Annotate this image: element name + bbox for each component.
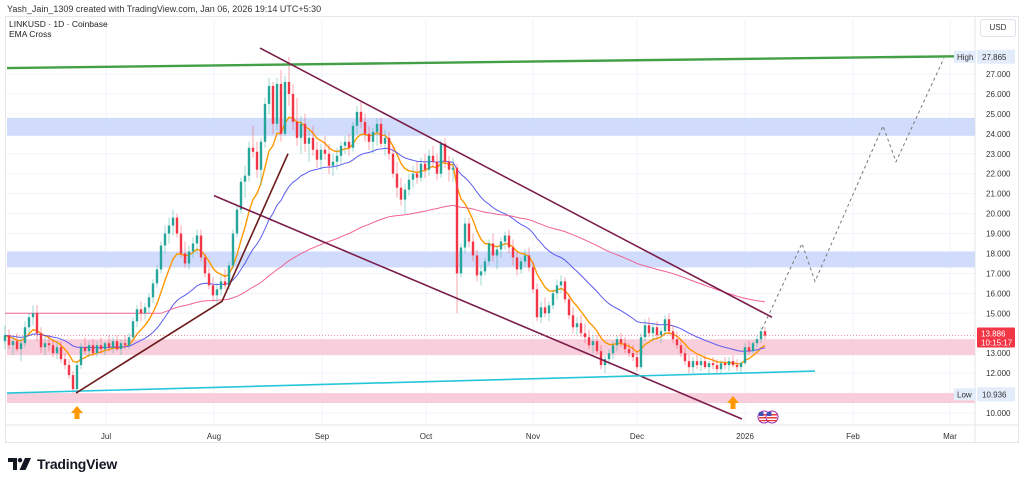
indicator-label[interactable]: EMA Cross <box>9 29 52 39</box>
buy-arrow-icon <box>727 396 739 409</box>
price-zones <box>7 117 975 404</box>
time-tick: Feb <box>846 432 860 441</box>
chart-legend: LINKUSD · 1D · Coinbase EMA Cross <box>9 19 108 39</box>
price-tick: 24.000 <box>986 130 1011 139</box>
price-tick: 16.000 <box>986 289 1011 298</box>
currency-button[interactable]: USD <box>980 19 1016 37</box>
buy-arrow-icon <box>71 406 83 419</box>
svg-text:Low: Low <box>957 390 972 399</box>
time-tick: Nov <box>526 432 540 441</box>
channel-lower-trendline[interactable] <box>213 194 743 420</box>
grid: 27.000 26.000 25.000 24.000 23.000 22.000 21.0… <box>5 17 1019 442</box>
chart-credit: Yash_Jain_1309 created with TradingView.… <box>7 4 322 14</box>
price-tick: 10.000 <box>986 409 1011 418</box>
chart-frame <box>5 16 1019 443</box>
top-green-trendline[interactable] <box>6 54 976 70</box>
candles <box>3 56 767 394</box>
price-tick: 13.000 <box>986 349 1011 358</box>
time-tick: Aug <box>207 432 221 441</box>
low-label-box <box>954 388 976 401</box>
time-tick: Dec <box>630 432 644 441</box>
price-tick: 15.000 <box>986 309 1011 318</box>
svg-text:13.886: 13.886 <box>981 329 1006 338</box>
time-tick: 2026 <box>736 432 754 441</box>
us-flag-event-icon[interactable] <box>757 410 779 424</box>
price-tick: 18.000 <box>986 249 1011 258</box>
high-label-box <box>954 50 976 63</box>
last-price-tag <box>977 327 1015 348</box>
ema-mid-line <box>4 147 766 352</box>
ema-slow-line <box>5 204 766 314</box>
price-tick: 25.000 <box>986 110 1011 119</box>
projection-path[interactable] <box>761 57 945 330</box>
time-tick: Oct <box>420 432 433 441</box>
rising-brown-trendline[interactable] <box>75 153 289 394</box>
price-tick: 20.000 <box>986 210 1011 219</box>
price-tick: 23.000 <box>986 150 1011 159</box>
svg-text:High: High <box>957 53 973 62</box>
time-tick: Sep <box>315 432 330 441</box>
svg-text:10.936: 10.936 <box>982 390 1007 399</box>
price-tick: 27.000 <box>986 70 1011 79</box>
support-zone <box>7 393 975 404</box>
channel-upper-trendline[interactable] <box>259 47 773 318</box>
footer-brand: TradingView <box>8 456 117 472</box>
svg-text:10:15:17: 10:15:17 <box>981 338 1013 347</box>
time-tick: Jul <box>101 432 111 441</box>
resistance-zone <box>7 117 975 136</box>
price-tick: 12.000 <box>986 369 1011 378</box>
price-tick: 22.000 <box>986 170 1011 179</box>
price-tick: 17.000 <box>986 269 1011 278</box>
tradingview-logo-icon <box>8 458 31 470</box>
support-cyan-trendline[interactable] <box>6 370 816 394</box>
trendlines[interactable] <box>6 47 976 420</box>
brand-name: TradingView <box>37 456 118 472</box>
svg-text:27.865: 27.865 <box>982 53 1007 62</box>
time-tick: Mar <box>943 432 957 441</box>
price-tick: 26.000 <box>986 90 1011 99</box>
price-tick: 21.000 <box>986 190 1011 199</box>
resistance-zone <box>7 251 975 268</box>
price-tick: 19.000 <box>986 230 1011 239</box>
symbol-line: LINKUSD · 1D · Coinbase <box>9 19 108 29</box>
support-zone <box>7 339 975 356</box>
